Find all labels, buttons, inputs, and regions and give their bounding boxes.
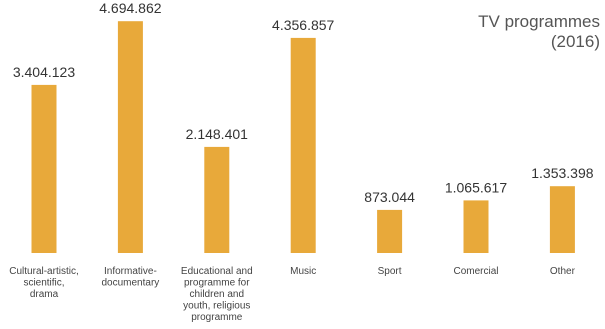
value-label-5: 873.044 — [364, 189, 415, 205]
category-label-1: Cultural-artistic, scientific, drama — [9, 266, 78, 300]
category-label-5: Sport — [378, 266, 402, 277]
chart-title: TV programmes(2016) — [478, 12, 600, 51]
bar-1 — [31, 84, 57, 254]
bar-7 — [549, 186, 575, 253]
bar-2 — [117, 21, 143, 254]
bar-6 — [463, 200, 489, 253]
category-labels: Cultural-artistic, scientific, drama Inform… — [9, 266, 575, 323]
value-labels: 3.404.123 4.694.862 2.148.401 4.356.857 873.… — [13, 0, 594, 205]
bar-5 — [377, 209, 403, 253]
value-label-2: 4.694.862 — [99, 0, 161, 16]
value-label-6: 1.065.617 — [445, 179, 507, 195]
value-label-3: 2.148.401 — [186, 126, 248, 142]
category-label-7: Other — [550, 266, 576, 277]
category-label-3: Educational and programme for children and… — [181, 266, 253, 323]
bars — [31, 21, 575, 254]
chart-title-line-1: TV programmes — [478, 12, 600, 31]
chart-title-line-2: (2016) — [551, 32, 600, 51]
category-label-2: Informative-documentary — [101, 266, 159, 289]
category-label-4: Music — [290, 266, 316, 277]
bar-3 — [204, 146, 230, 253]
value-label-4: 4.356.857 — [272, 17, 334, 33]
bar-4 — [290, 37, 316, 254]
category-label-6: Comercial — [453, 266, 498, 277]
value-label-7: 1.353.398 — [531, 165, 593, 181]
value-label-1: 3.404.123 — [13, 64, 75, 80]
